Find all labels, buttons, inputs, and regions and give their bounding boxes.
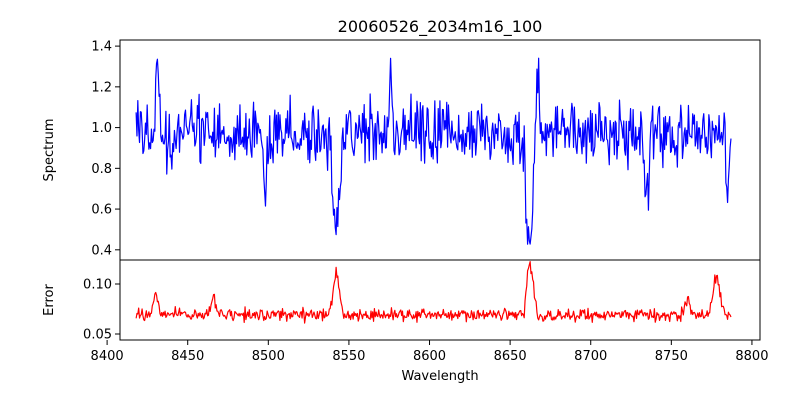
error-axes-frame (119, 259, 761, 341)
error-panel: 0.05 0.10 Error (42, 259, 761, 343)
error-series (135, 261, 732, 324)
y-tick-label: 0.10 (83, 278, 112, 293)
x-tick-label: 8600 (413, 349, 446, 364)
error-line (135, 261, 732, 324)
y-tick-label: 0.6 (91, 203, 112, 218)
x-tick-label: 8800 (735, 349, 768, 364)
y-tick-label: 0.4 (91, 243, 112, 258)
chart-title: 20060526_2034m16_100 (338, 17, 543, 37)
x-tick-label: 8450 (171, 349, 204, 364)
x-tick-label: 8650 (494, 349, 527, 364)
x-tick-label: 8700 (574, 349, 607, 364)
x-tick-label: 8500 (252, 349, 285, 364)
error-y-axis-label: Error (42, 284, 57, 316)
x-axis-label: Wavelength (401, 369, 478, 384)
error-y-ticks: 0.05 0.10 (83, 278, 120, 343)
spectrum-series (135, 57, 732, 245)
y-tick-label: 1.0 (91, 121, 112, 136)
x-axis-ticks: 8400 8450 8500 8550 8600 8650 8700 8750 8800 (91, 340, 768, 364)
spectrum-y-axis-label: Spectrum (42, 119, 57, 182)
y-tick-label: 0.05 (83, 328, 112, 343)
spectrum-y-ticks: 0.4 0.6 0.8 1.0 1.2 1.4 (91, 40, 120, 258)
x-tick-label: 8750 (655, 349, 688, 364)
y-tick-label: 0.8 (91, 162, 112, 177)
x-tick-label: 8400 (91, 349, 124, 364)
y-tick-label: 1.2 (91, 80, 112, 95)
y-tick-label: 1.4 (91, 40, 112, 55)
x-tick-label: 8550 (332, 349, 365, 364)
spectrum-line (135, 57, 732, 245)
